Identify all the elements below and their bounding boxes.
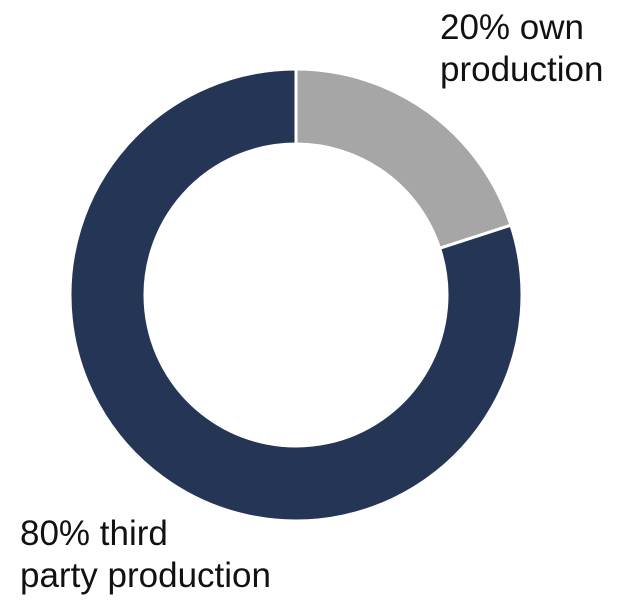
slice-label-own-line-2: production xyxy=(440,50,604,89)
slice-label-own-production: 20% own production xyxy=(440,7,603,91)
slice-label-own-line-1: 20% own xyxy=(440,8,584,47)
donut-slice-own xyxy=(294,67,513,251)
slice-label-third-line-2: party production xyxy=(20,556,271,595)
slice-label-third-party-production: 80% third party production xyxy=(20,513,271,597)
donut-slices xyxy=(68,67,524,523)
slice-label-third-line-1: 80% third xyxy=(20,514,168,553)
donut-slice-third xyxy=(68,67,524,523)
